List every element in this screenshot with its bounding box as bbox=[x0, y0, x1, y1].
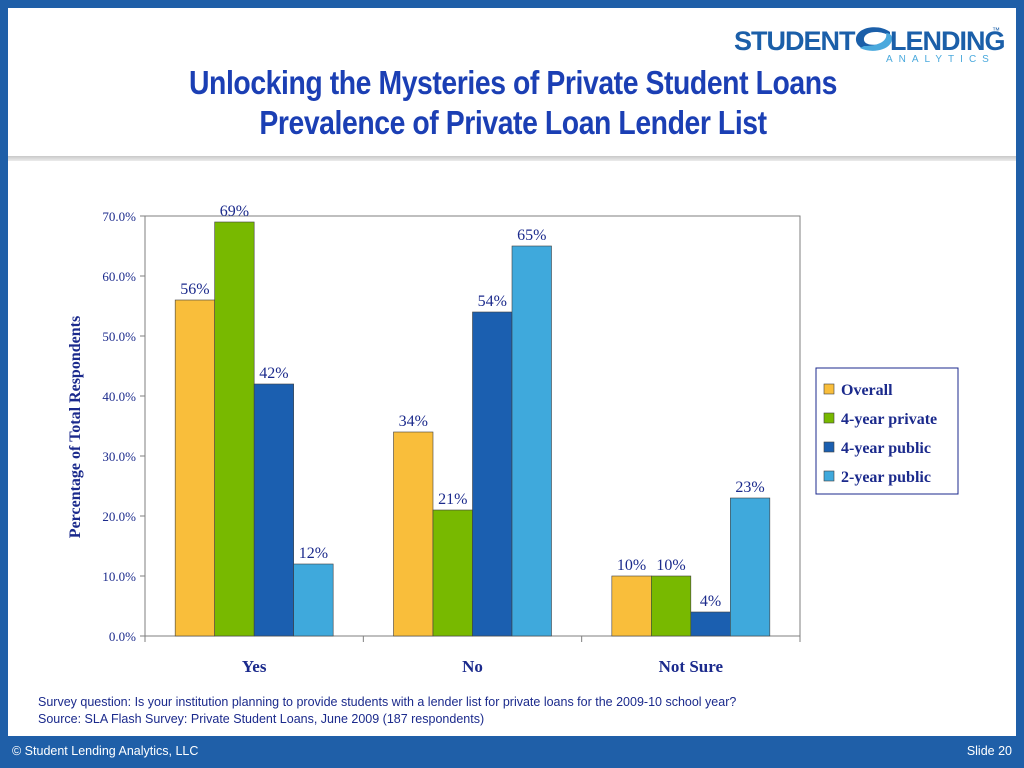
legend-swatch bbox=[823, 383, 835, 395]
slide-number: Slide 20 bbox=[966, 744, 1012, 758]
bar-data-label: 10% bbox=[617, 557, 646, 574]
y-tick-label: 70.0% bbox=[102, 209, 136, 224]
logo-word-lending: LENDING bbox=[890, 26, 1005, 56]
bar bbox=[690, 611, 731, 637]
source-note: Source: SLA Flash Survey: Private Studen… bbox=[38, 712, 485, 726]
legend-label: 4-year private bbox=[841, 411, 937, 428]
x-category-label: Not Sure bbox=[659, 657, 724, 676]
y-tick-label: 0.0% bbox=[109, 629, 136, 644]
bar-data-label: 4% bbox=[700, 593, 721, 610]
bar-chart: 0.0%10.0%20.0%30.0%40.0%50.0%60.0%70.0% … bbox=[67, 203, 959, 676]
y-axis-label: Percentage of Total Respondents bbox=[67, 316, 84, 538]
bar bbox=[472, 311, 513, 637]
bar bbox=[511, 245, 552, 637]
bar bbox=[611, 575, 652, 637]
bar bbox=[730, 497, 771, 637]
legend-label: 2-year public bbox=[841, 469, 931, 486]
title-divider bbox=[8, 156, 1016, 161]
y-tick-label: 50.0% bbox=[102, 329, 136, 344]
y-tick-label: 30.0% bbox=[102, 449, 136, 464]
bar-data-label: 56% bbox=[180, 281, 209, 298]
bar bbox=[214, 221, 255, 637]
x-category-label: No bbox=[462, 657, 483, 676]
footer-copyright: © Student Lending Analytics, LLC bbox=[12, 744, 199, 758]
bar bbox=[253, 383, 294, 637]
legend-swatch bbox=[823, 470, 835, 482]
survey-question-note: Survey question: Is your institution pla… bbox=[38, 695, 737, 709]
bar bbox=[174, 299, 215, 637]
legend: Overall 4-year private 4-year public 2-year… bbox=[815, 367, 959, 495]
bar-data-label: 12% bbox=[299, 545, 328, 562]
logo-subtitle: ANALYTICS bbox=[886, 54, 995, 65]
title-line-2: Prevalence of Private Loan Lender List bbox=[259, 104, 767, 141]
bar bbox=[651, 575, 692, 637]
slide: STUDENT LENDING ™ ANALYTICS Unlocking th… bbox=[8, 8, 1016, 736]
bar-data-label: 10% bbox=[656, 557, 685, 574]
y-tick-label: 20.0% bbox=[102, 509, 136, 524]
logo-swirl-icon bbox=[855, 27, 893, 51]
y-tick-label: 60.0% bbox=[102, 269, 136, 284]
legend-box bbox=[815, 367, 959, 495]
bar bbox=[293, 563, 334, 637]
y-tick-label: 10.0% bbox=[102, 569, 136, 584]
x-category-label: Yes bbox=[242, 657, 267, 676]
legend-label: 4-year public bbox=[841, 440, 931, 457]
bar-data-label: 54% bbox=[478, 293, 507, 310]
bar-data-label: 23% bbox=[735, 479, 764, 496]
bar bbox=[393, 431, 434, 637]
bar-data-label: 34% bbox=[399, 413, 428, 430]
bar bbox=[432, 509, 473, 637]
logo-trademark: ™ bbox=[992, 26, 1000, 35]
legend-swatch bbox=[823, 412, 835, 424]
y-tick-label: 40.0% bbox=[102, 389, 136, 404]
bar-data-label: 21% bbox=[438, 491, 467, 508]
logo-word-student: STUDENT bbox=[734, 26, 855, 56]
bar-data-label: 65% bbox=[517, 227, 546, 244]
slide-title: Unlocking the Mysteries of Private Stude… bbox=[113, 63, 913, 143]
legend-swatch bbox=[823, 441, 835, 453]
title-line-1: Unlocking the Mysteries of Private Stude… bbox=[188, 64, 837, 101]
legend-label: Overall bbox=[841, 382, 893, 399]
bar-data-label: 69% bbox=[220, 203, 249, 220]
bar-data-label: 42% bbox=[259, 365, 288, 382]
student-lending-analytics-logo: STUDENT LENDING ™ ANALYTICS bbox=[726, 18, 1008, 70]
chart-notes: Survey question: Is your institution pla… bbox=[38, 694, 736, 728]
